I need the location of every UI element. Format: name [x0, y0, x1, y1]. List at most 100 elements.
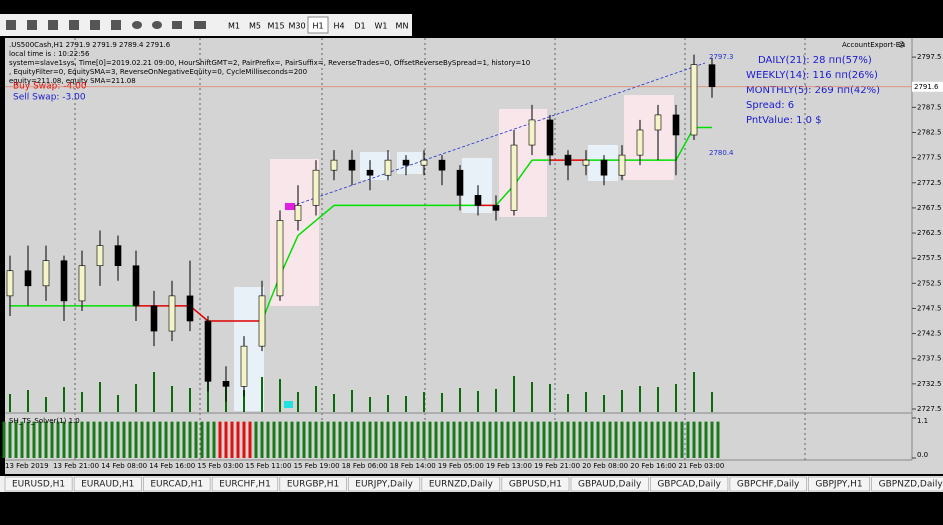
- y-tick-label: 2757.5: [917, 254, 942, 262]
- signal-bar: [536, 421, 540, 458]
- icon[interactable]: [6, 20, 16, 30]
- timeframe-label[interactable]: W1: [375, 22, 388, 31]
- signal-bar: [14, 421, 18, 458]
- signal-bar: [140, 421, 144, 458]
- signal-bar: [182, 421, 186, 458]
- timeframe-label[interactable]: M30: [288, 22, 305, 31]
- signal-bar: [32, 421, 36, 458]
- tab-label[interactable]: GBPAUD,Daily: [578, 480, 642, 490]
- y-tick-label: 2732.5: [917, 380, 942, 388]
- icon[interactable]: [111, 20, 121, 30]
- x-tick-label: 19 Feb 21:00: [534, 462, 580, 470]
- signal-bar: [152, 421, 156, 458]
- tab[interactable]: [871, 476, 943, 492]
- indicator-label: SH_TS_Solver(1) 1.0: [9, 417, 80, 425]
- icon[interactable]: [194, 21, 206, 29]
- x-tick-label: 19 Feb 13:00: [486, 462, 532, 470]
- candle-body: [474, 195, 482, 206]
- signal-bar: [542, 421, 546, 458]
- tab[interactable]: [73, 476, 142, 492]
- candle-body: [114, 245, 122, 267]
- stat: Spread: 6: [746, 100, 794, 111]
- tab[interactable]: [570, 476, 649, 492]
- candle-body: [456, 169, 464, 196]
- signal-bar: [698, 421, 702, 458]
- icon[interactable]: [48, 20, 58, 30]
- timeframe-button[interactable]: [392, 17, 412, 33]
- icon[interactable]: [152, 21, 162, 29]
- tab[interactable]: [279, 476, 347, 492]
- stat: PntValue: 1.0 $: [746, 115, 822, 126]
- icon[interactable]: [132, 21, 142, 29]
- tab-label[interactable]: GBPCAD,Daily: [657, 480, 721, 490]
- icon[interactable]: [69, 20, 79, 30]
- tab[interactable]: [4, 476, 73, 492]
- signal-bar: [662, 421, 666, 458]
- icon[interactable]: [172, 21, 182, 29]
- signal-bar: [716, 421, 720, 458]
- tab-label[interactable]: EURUSD,H1: [12, 480, 65, 490]
- tab[interactable]: [501, 476, 570, 492]
- candle-body: [240, 345, 248, 387]
- timeframe-button[interactable]: [245, 17, 265, 33]
- signal-bar: [266, 421, 270, 458]
- signal-bar: [482, 421, 486, 458]
- timeframe-button[interactable]: [371, 17, 391, 33]
- timeframe-button[interactable]: [266, 17, 286, 33]
- y-tick-label: 2752.5: [917, 279, 942, 287]
- tab-label[interactable]: GBPJPY,H1: [815, 480, 862, 490]
- signal-bar: [440, 421, 444, 458]
- tab[interactable]: [808, 476, 870, 492]
- y-tick-label: 2787.5: [917, 103, 942, 111]
- tab[interactable]: [211, 476, 279, 492]
- y-tick-label: 2762.5: [917, 229, 942, 237]
- timeframe-label[interactable]: M15: [267, 22, 284, 31]
- candle-body: [384, 159, 392, 176]
- timeframe-label[interactable]: M1: [228, 22, 240, 31]
- stat: MONTHLY(5): 269 пп(42%): [746, 85, 880, 96]
- tab[interactable]: [143, 476, 211, 492]
- timeframe-label[interactable]: H4: [333, 22, 344, 31]
- timeframe-button[interactable]: [307, 16, 329, 34]
- signal-bar: [626, 421, 630, 458]
- candle-body: [168, 295, 176, 332]
- tab[interactable]: [421, 476, 501, 492]
- candle-body: [294, 205, 302, 221]
- signal-bar: [458, 421, 462, 458]
- tab-label[interactable]: EURAUD,H1: [81, 480, 134, 490]
- tab-label[interactable]: GBPNZD,Daily: [879, 480, 943, 490]
- icon[interactable]: [90, 20, 100, 30]
- icon[interactable]: [27, 20, 37, 30]
- signal-bar: [308, 421, 312, 458]
- tab[interactable]: [650, 476, 729, 492]
- tab-label[interactable]: EURGBP,H1: [287, 480, 339, 490]
- tab-label[interactable]: EURNZD,Daily: [429, 480, 494, 490]
- candle-body: [6, 270, 14, 297]
- timeframe-label[interactable]: M5: [249, 22, 261, 31]
- timeframe-button[interactable]: [350, 17, 370, 33]
- tab-label[interactable]: EURCHF,H1: [219, 480, 271, 490]
- candle-body: [708, 64, 716, 88]
- signal-bar: [638, 421, 642, 458]
- signal-bar: [56, 421, 60, 458]
- signal-bar: [668, 421, 672, 458]
- signal-bar: [632, 421, 636, 458]
- timeframe-button[interactable]: [287, 17, 307, 33]
- x-tick-label: 13 Feb 21:00: [53, 462, 99, 470]
- tab[interactable]: [347, 476, 421, 492]
- timeframe-label[interactable]: D1: [354, 22, 365, 31]
- signal-bar: [518, 421, 522, 458]
- tab-label[interactable]: EURJPY,Daily: [355, 480, 413, 490]
- tab-label[interactable]: EURCAD,H1: [150, 480, 203, 490]
- signal-bar: [200, 421, 204, 458]
- timeframe-button[interactable]: [224, 17, 244, 33]
- signal-bar: [686, 421, 690, 458]
- tab[interactable]: [729, 476, 807, 492]
- signal-bar: [434, 421, 438, 458]
- timeframe-button[interactable]: [329, 17, 349, 33]
- tab-label[interactable]: GBPUSD,H1: [509, 480, 562, 490]
- timeframe-label[interactable]: MN: [396, 22, 409, 31]
- tab-label[interactable]: GBPCHF,Daily: [737, 480, 800, 490]
- timeframe-label[interactable]: H1: [312, 22, 323, 31]
- signal-bar: [464, 421, 468, 458]
